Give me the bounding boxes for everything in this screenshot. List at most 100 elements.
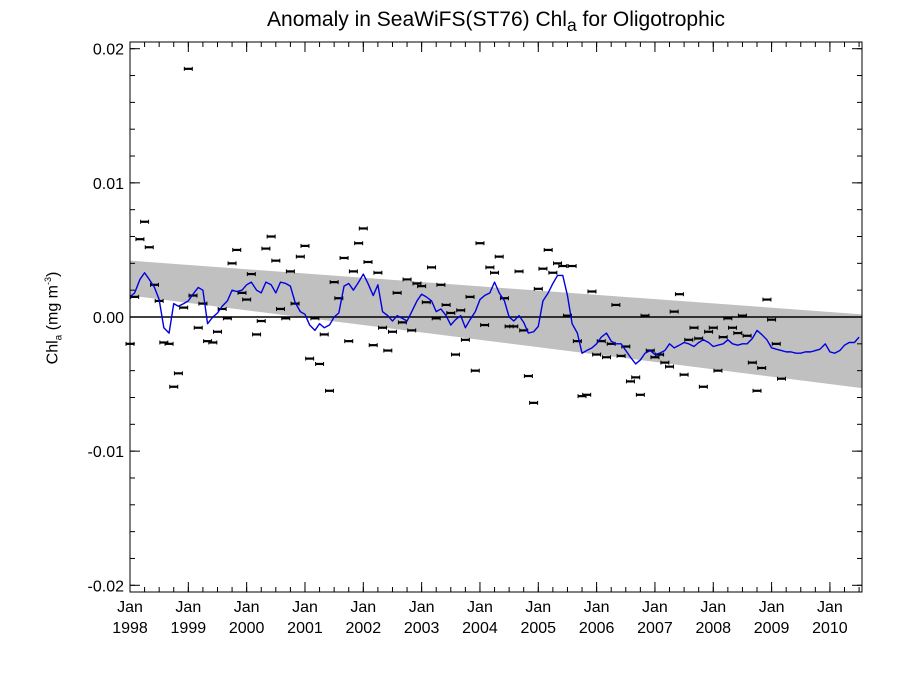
data-point xyxy=(538,266,548,271)
x-tick-label-year: 2001 xyxy=(287,620,323,637)
data-point xyxy=(616,353,626,358)
data-point xyxy=(514,269,524,274)
data-point xyxy=(378,325,388,330)
data-point xyxy=(392,290,402,295)
x-tick-label-month: Jan xyxy=(817,599,843,616)
data-point xyxy=(660,360,670,365)
data-point xyxy=(383,348,393,353)
data-point xyxy=(650,355,660,360)
data-point xyxy=(421,300,431,305)
data-point xyxy=(684,337,694,342)
data-point xyxy=(222,316,232,321)
data-point xyxy=(373,270,383,275)
data-point xyxy=(679,372,689,377)
data-point xyxy=(441,302,451,307)
data-point xyxy=(436,282,446,287)
data-point xyxy=(285,269,295,274)
data-point xyxy=(572,339,582,344)
data-point xyxy=(674,292,684,297)
data-point xyxy=(179,305,189,310)
data-point xyxy=(533,286,543,291)
x-tick-label-year: 1998 xyxy=(112,620,148,637)
data-point xyxy=(631,375,641,380)
data-point xyxy=(567,264,577,269)
data-point xyxy=(402,277,412,282)
data-point xyxy=(149,282,159,287)
x-tick-label-month: Jan xyxy=(584,599,610,616)
data-point xyxy=(417,284,427,289)
data-point xyxy=(611,302,621,307)
data-point xyxy=(771,341,781,346)
trend-band xyxy=(130,260,862,389)
axis-ticks-layer xyxy=(129,42,862,592)
data-point xyxy=(548,270,558,275)
data-point xyxy=(592,352,602,357)
data-point xyxy=(212,329,222,334)
x-tick-label-year: 1999 xyxy=(171,620,207,637)
data-point xyxy=(465,294,475,299)
x-tick-label-year: 2000 xyxy=(229,620,265,637)
data-point xyxy=(456,308,466,313)
data-point xyxy=(344,339,354,344)
data-point xyxy=(140,219,150,224)
data-point xyxy=(529,400,539,405)
data-point xyxy=(752,388,762,393)
data-point xyxy=(412,281,422,286)
data-point xyxy=(188,293,198,298)
x-tick-label-year: 2004 xyxy=(462,620,498,637)
data-points-layer xyxy=(125,66,787,405)
data-point xyxy=(339,255,349,260)
smoothed-series-line xyxy=(129,272,860,365)
data-point xyxy=(475,241,485,246)
data-point xyxy=(470,368,480,373)
x-tick-label-month: Jan xyxy=(409,599,435,616)
data-point xyxy=(689,325,699,330)
data-point xyxy=(737,313,747,318)
chart-title: Anomaly in SeaWiFS(ST76) Chla for Oligot… xyxy=(267,8,725,36)
data-point xyxy=(431,316,441,321)
data-point xyxy=(558,264,568,269)
data-point xyxy=(733,331,743,336)
data-point xyxy=(135,237,145,242)
data-point xyxy=(315,361,325,366)
data-point xyxy=(553,261,563,266)
x-tick-label-month: Jan xyxy=(117,599,143,616)
data-point xyxy=(713,368,723,373)
data-point xyxy=(319,332,329,337)
data-point xyxy=(324,388,334,393)
data-point xyxy=(625,379,635,384)
data-point xyxy=(723,316,733,321)
data-point xyxy=(450,352,460,357)
data-point xyxy=(767,317,777,322)
data-point xyxy=(669,309,679,314)
smoothed-line-layer xyxy=(129,272,860,365)
data-point xyxy=(587,289,597,294)
x-tick-label-year: 2008 xyxy=(695,620,731,637)
data-point xyxy=(665,364,675,369)
data-point xyxy=(777,376,787,381)
y-tick-label: 0.00 xyxy=(93,310,124,327)
x-tick-label-month: Jan xyxy=(234,599,260,616)
data-point xyxy=(757,365,767,370)
data-point xyxy=(635,392,645,397)
x-tick-label-month: Jan xyxy=(467,599,493,616)
data-point xyxy=(295,254,305,259)
data-point xyxy=(704,329,714,334)
x-tick-label-year: 2007 xyxy=(637,620,673,637)
x-tick-label-month: Jan xyxy=(525,599,551,616)
data-point xyxy=(523,374,533,379)
data-point xyxy=(698,384,708,389)
data-point xyxy=(368,343,378,348)
data-point xyxy=(354,241,364,246)
data-point xyxy=(602,355,612,360)
data-point xyxy=(543,247,553,252)
x-tick-label-month: Jan xyxy=(759,599,785,616)
data-point xyxy=(640,313,650,318)
x-tick-label-year: 2009 xyxy=(754,620,790,637)
x-tick-label-month: Jan xyxy=(350,599,376,616)
data-point xyxy=(485,265,495,270)
y-tick-label: 0.01 xyxy=(93,176,124,193)
data-point xyxy=(762,297,772,302)
data-point xyxy=(300,243,310,248)
